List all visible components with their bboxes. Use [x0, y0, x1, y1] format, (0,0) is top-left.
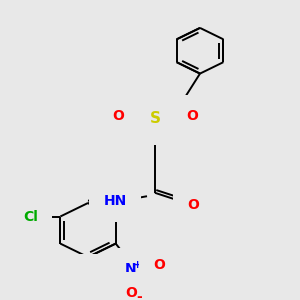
Text: O: O: [186, 109, 198, 123]
Text: +: +: [133, 260, 142, 270]
Text: Cl: Cl: [23, 209, 38, 224]
Text: -: -: [136, 290, 142, 300]
Text: O: O: [153, 258, 165, 272]
Text: O: O: [125, 286, 137, 300]
Text: O: O: [112, 109, 124, 123]
Text: S: S: [149, 111, 161, 126]
Text: O: O: [187, 198, 199, 212]
Text: HN: HN: [103, 194, 127, 208]
Text: N: N: [125, 262, 136, 276]
